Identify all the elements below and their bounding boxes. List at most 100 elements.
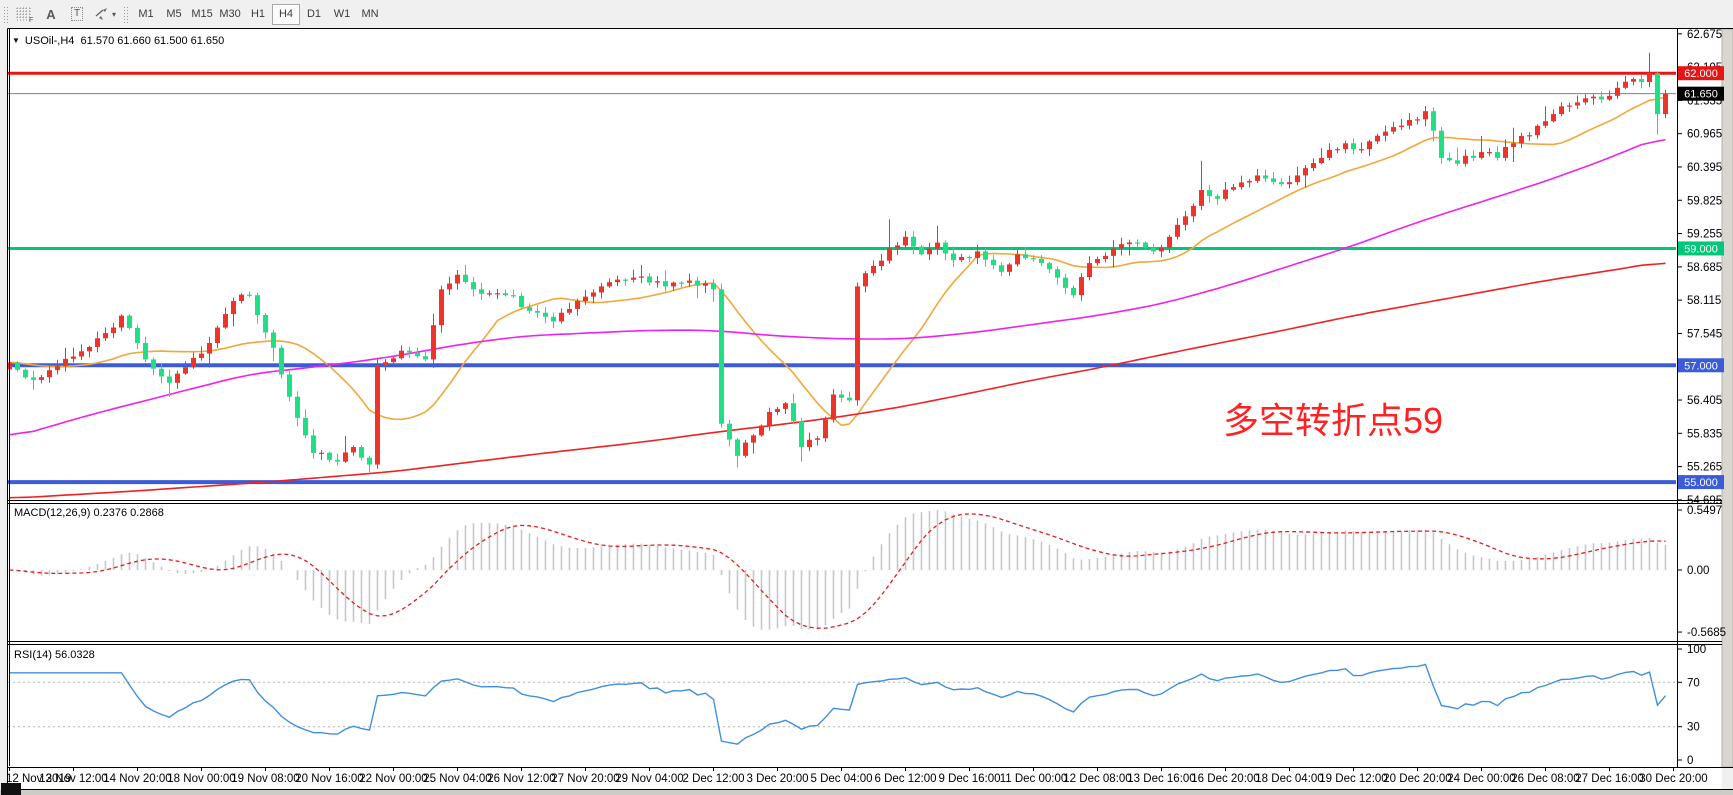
time-label: 27 Nov 20:00 [551,773,619,785]
dropdown-caret-icon: ▾ [112,9,117,19]
time-label: 6 Dec 12:00 [874,773,936,785]
price-axis: 62.67562.10561.53560.96560.39559.82559.2… [1677,29,1726,767]
time-label: 18 Dec 04:00 [1255,773,1323,785]
time-label: 19 Dec 12:00 [1319,773,1387,785]
symbol-dropdown-icon[interactable]: ▼ [12,35,20,45]
time-label: 22 Nov 00:00 [359,773,427,785]
svg-text:61.650: 61.650 [1684,89,1718,101]
price-label-62.000: 62.000 [1678,66,1724,81]
time-label: 30 Dec 20:00 [1639,773,1707,785]
time-label: 29 Nov 04:00 [615,773,683,785]
svg-text:57.000: 57.000 [1684,360,1718,372]
time-label: 13 Nov 12:00 [39,773,107,785]
svg-text:0: 0 [1687,755,1693,767]
macd-histogram [16,510,1667,630]
time-label: 12 Nov 2019 [6,773,71,785]
time-label: 9 Dec 16:00 [938,773,1000,785]
rsi-indicator-label: RSI(14) 56.0328 [14,649,95,661]
svg-text:55.265: 55.265 [1687,462,1722,474]
time-label: 26 Dec 08:00 [1511,773,1579,785]
svg-text:0.00: 0.00 [1687,565,1709,577]
symbol-title[interactable]: ▼ USOil-,H4 61.570 61.660 61.500 61.650 [12,35,224,47]
timeframe-group: M1 M5 M15 M30 H1 H4 D1 W1 MN [132,3,384,25]
time-label: 2 Dec 12:00 [682,773,744,785]
timeframe-button-h1[interactable]: H1 [244,4,272,25]
time-label: 11 Dec 00:00 [1000,773,1068,785]
pane-borders [7,28,1733,790]
cycle-lines-icon [95,8,107,20]
svg-text:59.825: 59.825 [1687,195,1722,207]
candles [7,52,1668,474]
svg-text:57.545: 57.545 [1687,328,1722,340]
bottom-left-corner-block [1,783,21,795]
svg-text:59.255: 59.255 [1687,229,1722,241]
time-label: 14 Nov 20:00 [103,773,171,785]
svg-text:56.405: 56.405 [1687,395,1722,407]
macd-indicator-label: MACD(12,26,9) 0.2376 0.2868 [14,507,164,519]
time-label: 16 Dec 20:00 [1191,773,1259,785]
ma-line-fast [9,96,1666,427]
indicators-button[interactable]: F [13,3,37,25]
time-label: 26 Nov 12:00 [487,773,555,785]
svg-text:0.5497: 0.5497 [1687,505,1722,517]
time-label: 3 Dec 20:00 [746,773,808,785]
ma-line-slow [9,262,1666,499]
time-label: 18 Nov 00:00 [167,773,235,785]
current-price-label: 61.650 [1678,86,1724,101]
symbol-title-text: USOil-,H4 61.570 61.660 61.500 61.650 [24,35,225,47]
toolbar-grip[interactable] [3,5,8,23]
time-label: 20 Dec 20:00 [1383,773,1451,785]
rsi-line [9,663,1667,745]
time-label: 25 Nov 04:00 [423,773,491,785]
timeframe-button-m1[interactable]: M1 [132,4,160,25]
indicator-grid-icon: F [16,7,33,22]
chart-annotation-text: 多空转折点59 [1223,400,1444,441]
timeframe-button-m5[interactable]: M5 [160,4,188,25]
cycle-tool-button[interactable]: ▾ [91,3,119,25]
svg-text:62.675: 62.675 [1687,29,1722,41]
timeframe-button-m30[interactable]: M30 [216,4,244,25]
chart-canvas[interactable]: 62.67562.10561.53560.96560.39559.82559.2… [0,28,1733,795]
timeframe-button-w1[interactable]: W1 [328,4,356,25]
svg-text:58.115: 58.115 [1687,295,1721,307]
time-label: 27 Dec 16:00 [1575,773,1643,785]
text-label-icon[interactable]: A [39,3,63,25]
svg-text:30: 30 [1687,722,1700,734]
price-label-57.000: 57.000 [1678,358,1724,373]
svg-text:100: 100 [1687,644,1706,656]
time-label: 19 Nov 08:00 [231,773,299,785]
horizontal-level-lines[interactable] [8,71,1676,485]
right-scrollbar[interactable] [1721,28,1733,768]
chart-bg [7,29,1722,789]
timeframe-button-h4[interactable]: H4 [272,3,301,25]
svg-text:70: 70 [1687,677,1700,689]
svg-text:54.695: 54.695 [1687,495,1722,507]
svg-text:59.000: 59.000 [1684,243,1718,255]
svg-text:60.395: 60.395 [1687,162,1722,174]
toolbar-grip[interactable] [123,5,129,23]
price-label-55.000: 55.000 [1678,475,1724,490]
timeframe-button-m15[interactable]: M15 [188,4,216,25]
text-frame-icon: T [70,7,84,21]
time-label: 13 Dec 16:00 [1127,773,1195,785]
timeframe-button-mn[interactable]: MN [356,4,384,25]
time-label: 24 Dec 00:00 [1447,773,1515,785]
svg-text:55.835: 55.835 [1687,428,1722,440]
timeframe-button-d1[interactable]: D1 [300,4,328,25]
text-frame-button[interactable]: T [65,3,89,25]
svg-text:F: F [29,17,33,22]
drawing-tools-group: F A T ▾ [12,3,120,25]
ma-line-medium [9,138,1666,436]
bottom-edge [0,790,1733,795]
time-label: 20 Nov 16:00 [295,773,363,785]
svg-text:58.685: 58.685 [1687,262,1722,274]
macd-signal-line [9,513,1666,629]
svg-text:60.965: 60.965 [1687,129,1722,141]
price-label-59.000: 59.000 [1678,241,1724,256]
svg-text:-0.5685: -0.5685 [1687,627,1726,639]
svg-text:62.000: 62.000 [1684,68,1718,80]
time-label: 12 Dec 08:00 [1063,773,1131,785]
toolbar: F A T ▾ M1 M5 M15 M30 H1 H4 D1 W1 MN [0,0,1733,28]
svg-text:55.000: 55.000 [1684,477,1718,489]
